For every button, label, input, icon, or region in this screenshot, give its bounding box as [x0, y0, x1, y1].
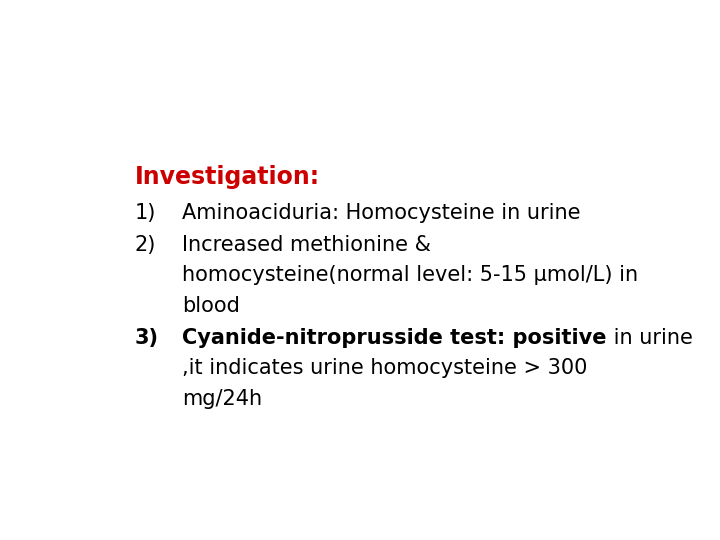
Text: 1): 1) — [135, 202, 156, 222]
Text: blood: blood — [182, 296, 240, 316]
Text: Investigation:: Investigation: — [135, 165, 320, 188]
Text: 2): 2) — [135, 235, 156, 255]
Text: 3): 3) — [135, 328, 158, 348]
Text: Increased methionine &: Increased methionine & — [182, 235, 431, 255]
Text: Cyanide-nitroprusside test: positive: Cyanide-nitroprusside test: positive — [182, 328, 606, 348]
Text: mg/24h: mg/24h — [182, 389, 262, 409]
Text: Aminoaciduria: Homocysteine in urine: Aminoaciduria: Homocysteine in urine — [182, 202, 580, 222]
Text: ,it indicates urine homocysteine > 300: ,it indicates urine homocysteine > 300 — [182, 359, 588, 379]
Text: homocysteine(normal level: 5-15 μmol/L) in: homocysteine(normal level: 5-15 μmol/L) … — [182, 265, 638, 285]
Text: in urine: in urine — [606, 328, 693, 348]
